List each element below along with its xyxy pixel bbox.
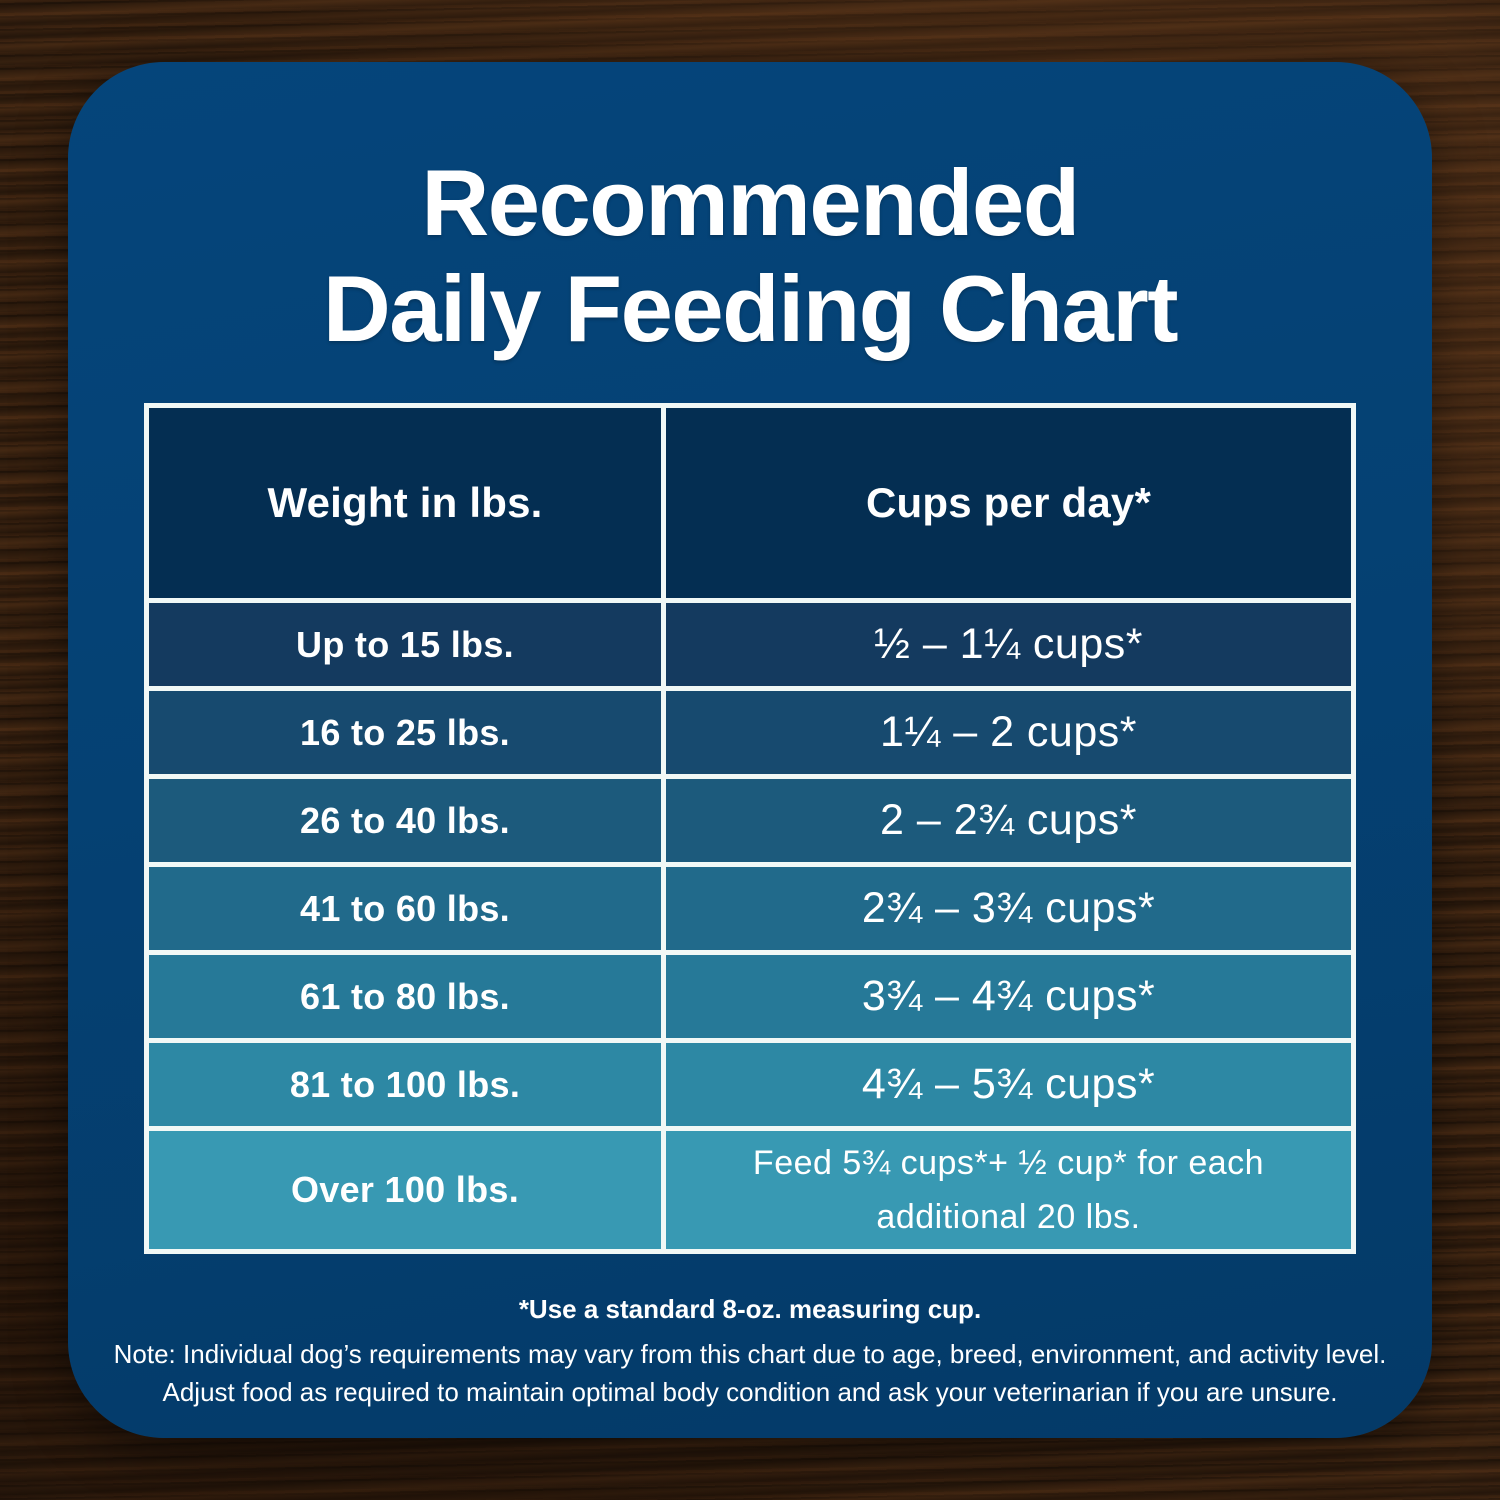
feeding-table: Weight in lbs. Cups per day* Up to 15 lb… [144, 403, 1356, 1254]
measuring-cup-note: *Use a standard 8-oz. measuring cup. [518, 1294, 982, 1324]
disclaimer-line-1: Note: Individual dog’s requirements may … [113, 1339, 1387, 1369]
title-line-2: Daily Feeding Chart [322, 256, 1179, 361]
weight-cell: 61 to 80 lbs. [149, 955, 661, 1038]
cups-cell-text: Feed 5¾ cups*+ ½ cup* for each additiona… [752, 1143, 1265, 1236]
weight-cell: Over 100 lbs. [149, 1131, 661, 1249]
footnotes: *Use a standard 8-oz. measuring cup. Not… [68, 1294, 1432, 1411]
title-line-1: Recommended [421, 150, 1080, 255]
cups-cell: 1¼ – 2 cups* [666, 691, 1351, 774]
weight-cell: Up to 15 lbs. [149, 603, 661, 686]
weight-cell: 81 to 100 lbs. [149, 1043, 661, 1126]
page-title: Recommended Daily Feeding Chart [68, 150, 1432, 362]
weight-cell: 16 to 25 lbs. [149, 691, 661, 774]
disclaimer-line-2: Adjust food as required to maintain opti… [162, 1377, 1338, 1407]
cups-cell: 4¾ – 5¾ cups* [666, 1043, 1351, 1126]
cups-cell: 3¾ – 4¾ cups* [666, 955, 1351, 1038]
cups-cell: 2¾ – 3¾ cups* [666, 867, 1351, 950]
weight-cell: 41 to 60 lbs. [149, 867, 661, 950]
cups-cell: ½ – 1¼ cups* [666, 603, 1351, 686]
cups-cell: Feed 5¾ cups*+ ½ cup* for each additiona… [666, 1131, 1351, 1249]
column-header-cups: Cups per day* [666, 408, 1351, 598]
weight-cell: 26 to 40 lbs. [149, 779, 661, 862]
cups-cell: 2 – 2¾ cups* [666, 779, 1351, 862]
column-header-weight: Weight in lbs. [149, 408, 661, 598]
feeding-chart-card: Recommended Daily Feeding Chart Weight in… [68, 62, 1432, 1438]
